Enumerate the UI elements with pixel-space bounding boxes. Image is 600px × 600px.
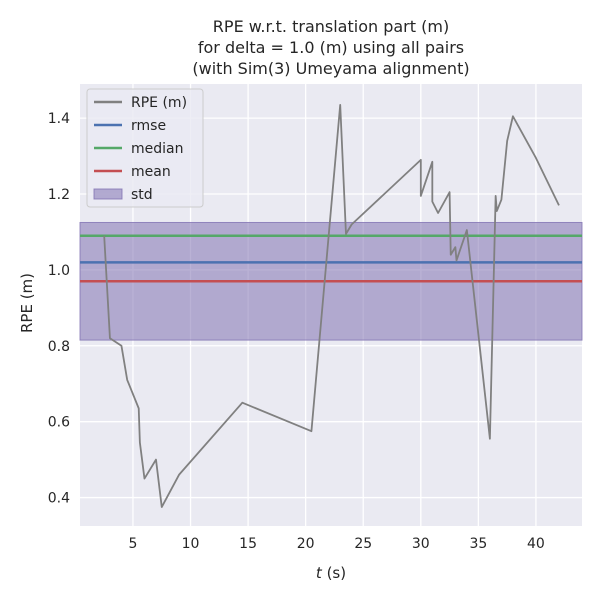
x-tick-label: 25 [354,536,372,552]
x-axis-label: t (s) [316,564,346,582]
y-tick-label: 1.4 [48,111,70,127]
rpe-series-line [103,103,560,508]
chart-title-line-3: (with Sim(3) Umeyama alignment) [192,59,469,78]
x-tick-label: 40 [527,536,545,552]
x-axis-label-unit: (s) [322,564,346,582]
y-tick-label: 0.8 [48,339,70,355]
chart-title-line-1: RPE w.r.t. translation part (m) [213,17,449,36]
legend-label: median [131,141,183,157]
series-layer [103,103,560,508]
y-tick-label: 1.0 [48,263,70,279]
legend-box [86,88,204,208]
legend-swatch [93,188,123,200]
legend: RPE (m) rmse median mean std [86,88,204,208]
x-tick-label: 5 [129,536,138,552]
legend-label: rmse [131,118,166,134]
y-tick-label: 0.4 [48,491,70,507]
legend-label: RPE (m) [131,95,187,111]
x-tick-labels: 5 10 15 20 25 30 35 40 [129,536,545,552]
x-tick-label: 35 [469,536,487,552]
stat-lines-layer [80,234,582,283]
legend-label: std [131,187,153,203]
x-tick-label: 10 [182,536,200,552]
legend-label: mean [131,164,171,180]
y-axis-label: RPE (m) [18,273,36,333]
y-tick-label: 1.2 [48,187,70,203]
x-tick-label: 20 [297,536,315,552]
x-tick-label: 15 [239,536,257,552]
y-tick-label: 0.6 [48,415,70,431]
y-tick-labels: 0.4 0.6 0.8 1.0 1.2 1.4 [48,111,70,506]
chart-title-line-2: for delta = 1.0 (m) using all pairs [198,38,464,57]
x-axis-label-variable: t [316,564,323,582]
x-tick-label: 30 [412,536,430,552]
chart-title: RPE w.r.t. translation part (m) for delt… [192,17,469,78]
